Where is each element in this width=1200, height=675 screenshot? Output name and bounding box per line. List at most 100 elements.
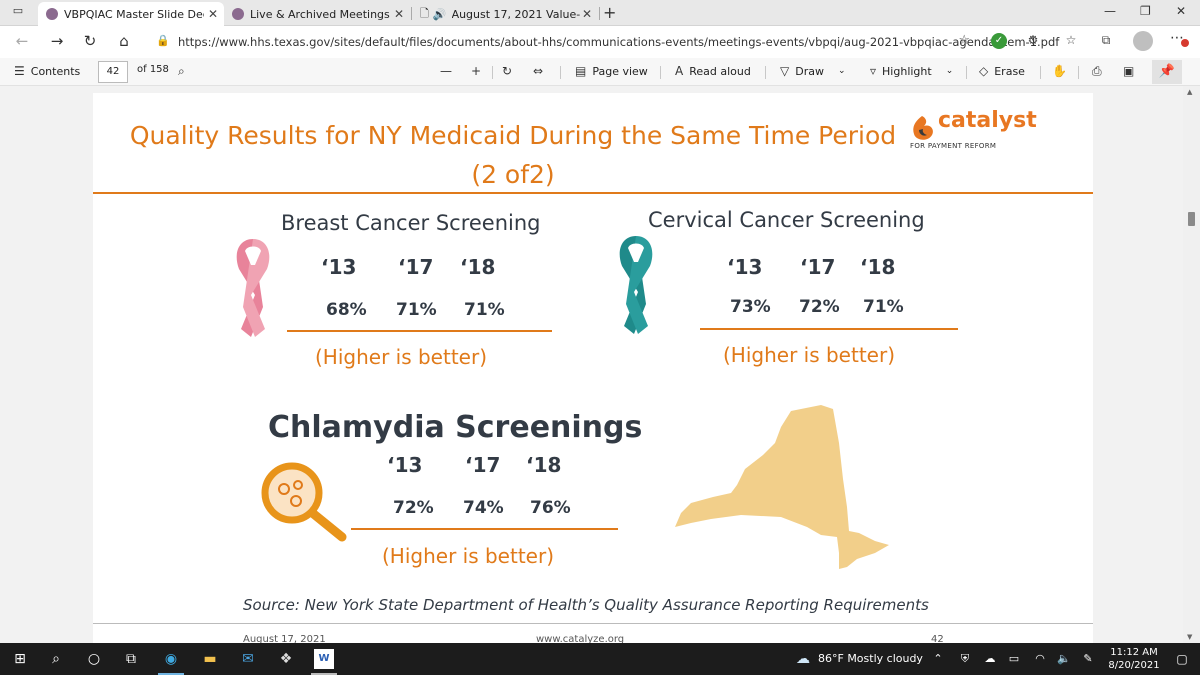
page-view-label: Page view: [592, 64, 648, 78]
scroll-up-icon[interactable]: ▲: [1187, 88, 1193, 96]
logo-wordmark: catalyst: [938, 108, 1037, 133]
edge-browser-icon[interactable]: ◉: [164, 651, 178, 667]
notifications-icon[interactable]: ▢: [1176, 652, 1188, 666]
running-app-indicator: [311, 673, 337, 675]
close-icon[interactable]: ✕: [393, 7, 404, 21]
chlamydia-year-18: ‘18: [526, 453, 562, 477]
scrollbar-thumb[interactable]: [1188, 212, 1195, 226]
zoom-out-icon[interactable]: —: [440, 64, 452, 78]
chevron-down-icon[interactable]: ⌄: [837, 66, 846, 76]
weather-cloud-icon[interactable]: ☁: [796, 651, 810, 667]
document-icon: 🗋: [420, 6, 429, 20]
catalyst-flame-icon: [913, 116, 933, 140]
favorite-star-icon[interactable]: ☆: [958, 33, 970, 48]
teal-ribbon-icon: [619, 236, 653, 334]
chlamydia-heading: Chlamydia Screenings: [268, 410, 643, 445]
contents-label: Contents: [30, 64, 81, 78]
weather-text[interactable]: 86°F Mostly cloudy: [818, 652, 923, 665]
highlight-button[interactable]: ▿ Highlight ⌄: [870, 64, 953, 78]
pin-toolbar-icon[interactable]: 📌: [1152, 60, 1182, 84]
draw-button[interactable]: ▽ Draw ⌄: [780, 64, 846, 78]
pdf-toolbar: ☰ Contents 42 of 158 ⌕ — + ↻ ⇔ ▤ Page vi…: [0, 58, 1200, 86]
footer-divider: [93, 623, 1093, 624]
breast-year-13: ‘13: [321, 255, 357, 279]
tab-actions-icon[interactable]: ▭: [12, 4, 24, 17]
back-icon[interactable]: ←: [15, 32, 29, 50]
url-field[interactable]: 🔒 https://www.hhs.texas.gov/sites/defaul…: [148, 30, 1059, 54]
chlamydia-value-17: 74%: [463, 498, 504, 518]
security-icon[interactable]: ⛨: [960, 652, 970, 665]
breast-note: (Higher is better): [315, 345, 488, 369]
cervical-year-18: ‘18: [860, 255, 896, 279]
home-icon[interactable]: ⌂: [119, 32, 129, 50]
favorites-icon[interactable]: ☆: [1065, 33, 1077, 47]
wifi-icon[interactable]: ◠: [1035, 652, 1045, 665]
vertical-scrollbar[interactable]: ▲ ▼: [1183, 86, 1200, 643]
close-icon[interactable]: ✕: [581, 7, 592, 21]
fit-page-icon[interactable]: ⇔: [533, 64, 544, 78]
close-window-icon[interactable]: ✕: [1176, 4, 1187, 18]
cervical-note: (Higher is better): [723, 343, 896, 367]
breast-divider: [287, 330, 552, 332]
zoom-in-icon[interactable]: +: [471, 64, 482, 78]
more-menu-icon[interactable]: ⋯: [1170, 30, 1184, 46]
cervical-cancer-heading: Cervical Cancer Screening: [648, 208, 925, 232]
minimize-icon[interactable]: —: [1104, 4, 1116, 18]
chevron-up-icon[interactable]: ⌃: [933, 652, 943, 665]
tab-live-archived-meetings[interactable]: Live & Archived Meetings | Texas ✕: [224, 2, 410, 26]
dropbox-icon[interactable]: ❖: [279, 651, 293, 667]
rotate-icon[interactable]: ↻: [502, 64, 513, 78]
print-icon[interactable]: ⎙: [1092, 64, 1102, 78]
windows-start-icon[interactable]: ⊞: [14, 651, 26, 667]
cortana-icon[interactable]: ○: [87, 651, 101, 667]
collections-icon[interactable]: ⧉: [1101, 33, 1111, 47]
search-icon[interactable]: ⌕: [178, 64, 185, 78]
page-view-button[interactable]: ▤ Page view: [575, 64, 648, 78]
tab-vbpqiac-slide-deck[interactable]: VBPQIAC Master Slide Deck_AUG ✕: [38, 2, 224, 26]
read-aloud-button[interactable]: A Read aloud: [675, 64, 751, 78]
chlamydia-divider: [351, 528, 618, 530]
task-view-icon[interactable]: ⧉: [126, 651, 136, 667]
battery-icon[interactable]: ▭: [1008, 652, 1020, 665]
profile-avatar[interactable]: [1133, 31, 1153, 51]
touch-write-icon[interactable]: ✋: [1052, 64, 1067, 78]
tab-divider: [599, 7, 600, 20]
maximize-icon[interactable]: ❐: [1140, 4, 1151, 18]
cervical-year-13: ‘13: [727, 255, 763, 279]
highlight-icon: ▿: [870, 64, 877, 78]
refresh-icon[interactable]: ↻: [83, 32, 97, 50]
save-icon[interactable]: ▣: [1123, 64, 1135, 78]
clock-date: 8/20/2021: [1108, 660, 1160, 671]
extension-check-icon[interactable]: ✓: [991, 33, 1007, 49]
chevron-down-icon[interactable]: ⌄: [945, 66, 954, 76]
search-icon[interactable]: ⌕: [52, 651, 60, 667]
pink-ribbon-icon: [236, 239, 270, 337]
forward-icon[interactable]: →: [50, 32, 64, 50]
close-icon[interactable]: ✕: [207, 7, 218, 21]
breast-year-18: ‘18: [460, 255, 496, 279]
chlamydia-value-13: 72%: [393, 498, 434, 518]
extensions-puzzle-icon[interactable]: ⚙: [1027, 33, 1039, 47]
word-icon[interactable]: W: [314, 649, 334, 669]
page-number-input[interactable]: 42: [98, 61, 128, 83]
pen-icon[interactable]: ✎: [1083, 652, 1093, 665]
breast-year-17: ‘17: [398, 255, 434, 279]
new-tab-icon[interactable]: +: [603, 3, 617, 22]
toolbar-divider: [765, 66, 766, 79]
toolbar-divider: [560, 66, 561, 79]
volume-icon[interactable]: 🔈: [1057, 652, 1071, 665]
erase-label: Erase: [994, 64, 1025, 78]
system-clock[interactable]: 11:12 AM 8/20/2021: [1102, 646, 1166, 672]
contents-button[interactable]: ☰ Contents: [14, 64, 80, 78]
eraser-icon: ◇: [979, 64, 989, 78]
draw-icon: ▽: [780, 64, 790, 78]
clock-time: 11:12 AM: [1110, 647, 1158, 658]
tab-august-value-based[interactable]: 🗋 🔊 August 17, 2021 Value-Base ✕: [412, 2, 598, 26]
erase-button[interactable]: ◇ Erase: [979, 64, 1025, 78]
mail-icon[interactable]: ✉: [242, 651, 254, 667]
file-explorer-icon[interactable]: ▬: [203, 651, 217, 667]
url-text: https://www.hhs.texas.gov/sites/default/…: [178, 35, 1060, 49]
scroll-down-icon[interactable]: ▼: [1187, 633, 1193, 641]
onedrive-cloud-icon[interactable]: ☁: [984, 652, 996, 665]
breast-value-13: 68%: [326, 300, 367, 320]
